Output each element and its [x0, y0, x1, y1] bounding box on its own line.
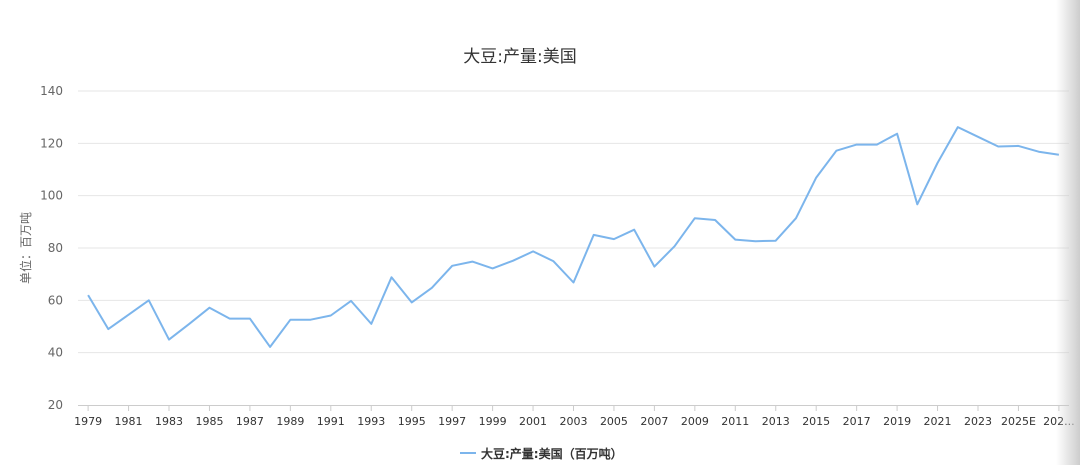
x-tick-label: 1991 — [317, 415, 345, 428]
x-tick-label: 1999 — [479, 415, 507, 428]
x-tick-label: 2013 — [762, 415, 790, 428]
x-tick-label: 2017 — [843, 415, 871, 428]
scroll-shadow — [1056, 0, 1080, 465]
x-tick-label: 1993 — [357, 415, 385, 428]
x-tick-label: 1995 — [398, 415, 426, 428]
chart-title: 大豆:产量:美国 — [463, 47, 576, 67]
legend[interactable]: 大豆:产量:美国（百万吨） — [460, 446, 623, 461]
x-tick-label: 2007 — [640, 415, 668, 428]
x-tick-label: 2025E — [1001, 415, 1036, 428]
y-tick-label: 140 — [40, 84, 63, 98]
legend-label[interactable]: 大豆:产量:美国（百万吨） — [481, 446, 623, 461]
x-tick-label: 2009 — [681, 415, 709, 428]
x-tick-label: 2005 — [600, 415, 628, 428]
y-tick-label: 60 — [48, 293, 63, 307]
y-tick-label: 120 — [40, 136, 63, 150]
y-tick-label: 20 — [48, 398, 63, 412]
x-tick-label: 1979 — [74, 415, 102, 428]
y-axis-label: 单位：百万吨 — [18, 212, 33, 284]
x-tick-label: 1985 — [195, 415, 223, 428]
x-tick-label: 1987 — [236, 415, 264, 428]
x-tick-label: 2011 — [721, 415, 749, 428]
x-tick-label: 2023 — [964, 415, 992, 428]
y-tick-label: 80 — [48, 241, 63, 255]
x-tick-label: 2001 — [519, 415, 547, 428]
y-tick-label: 40 — [48, 346, 63, 360]
x-tick-label: 1983 — [155, 415, 183, 428]
x-tick-label: 2019 — [883, 415, 911, 428]
x-tick-label: 2021 — [924, 415, 952, 428]
x-tick-label: 2015 — [802, 415, 830, 428]
series-line[interactable] — [87, 126, 1060, 348]
x-tick-label: 1981 — [115, 415, 143, 428]
x-tick-label: 2003 — [560, 415, 588, 428]
y-tick-label: 100 — [40, 189, 63, 203]
x-tick-label: 1997 — [438, 415, 466, 428]
x-tick-label: 1989 — [276, 415, 304, 428]
